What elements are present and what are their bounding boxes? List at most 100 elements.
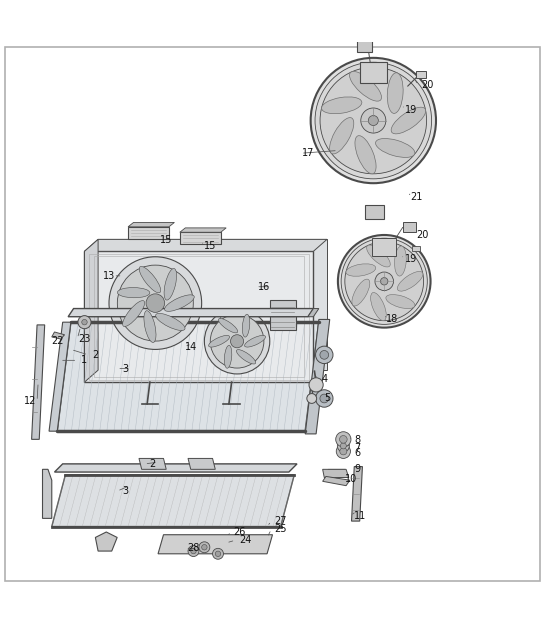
Bar [403, 222, 416, 232]
Ellipse shape [245, 335, 265, 347]
Bar [270, 300, 296, 330]
Circle shape [82, 320, 87, 325]
Ellipse shape [371, 293, 386, 321]
Text: 15: 15 [204, 241, 216, 251]
Text: 16: 16 [258, 282, 270, 292]
Polygon shape [352, 467, 362, 521]
Text: 5: 5 [324, 394, 330, 403]
Ellipse shape [164, 268, 177, 300]
Text: 7: 7 [354, 443, 360, 453]
Text: 24: 24 [239, 535, 251, 545]
Ellipse shape [322, 97, 362, 114]
Ellipse shape [123, 301, 144, 327]
Text: 2: 2 [149, 459, 156, 469]
Ellipse shape [139, 266, 161, 293]
Circle shape [320, 67, 427, 174]
Ellipse shape [144, 311, 156, 342]
Circle shape [375, 272, 393, 291]
Text: 8: 8 [354, 435, 360, 445]
Polygon shape [128, 227, 169, 239]
Circle shape [309, 378, 323, 392]
Polygon shape [158, 534, 272, 554]
Polygon shape [84, 251, 313, 382]
Ellipse shape [346, 264, 376, 276]
Text: 3: 3 [122, 486, 129, 496]
Bar [357, 40, 372, 52]
Circle shape [340, 443, 347, 449]
Text: 23: 23 [78, 333, 90, 344]
Circle shape [188, 546, 199, 556]
Polygon shape [180, 232, 221, 244]
Circle shape [307, 394, 317, 403]
Circle shape [199, 542, 210, 553]
Polygon shape [128, 222, 174, 227]
Text: 10: 10 [346, 474, 358, 484]
Ellipse shape [165, 295, 194, 311]
Circle shape [340, 448, 347, 455]
Polygon shape [84, 239, 98, 382]
Ellipse shape [225, 345, 232, 368]
Ellipse shape [219, 318, 238, 333]
Polygon shape [52, 332, 64, 339]
Circle shape [78, 316, 91, 328]
Polygon shape [308, 308, 319, 317]
Circle shape [315, 62, 432, 179]
Text: 6: 6 [354, 448, 360, 458]
Polygon shape [180, 228, 226, 232]
Ellipse shape [156, 313, 185, 330]
Ellipse shape [243, 314, 250, 337]
Circle shape [340, 436, 347, 443]
Circle shape [109, 257, 202, 349]
Text: 27: 27 [275, 516, 287, 526]
Circle shape [316, 390, 333, 407]
Circle shape [202, 544, 207, 550]
Circle shape [337, 440, 349, 452]
Polygon shape [98, 239, 327, 370]
Circle shape [368, 116, 378, 126]
Bar [365, 205, 384, 219]
Polygon shape [188, 458, 215, 469]
Polygon shape [305, 320, 330, 434]
Circle shape [380, 278, 388, 285]
Ellipse shape [386, 295, 415, 308]
Text: 28: 28 [187, 543, 199, 553]
Polygon shape [54, 464, 297, 472]
Text: 20: 20 [416, 230, 428, 240]
Bar [412, 246, 420, 251]
Circle shape [213, 548, 223, 560]
Polygon shape [84, 239, 327, 251]
Bar [360, 62, 387, 83]
Ellipse shape [237, 350, 256, 364]
Ellipse shape [391, 107, 426, 134]
Circle shape [338, 235, 431, 328]
Text: 2: 2 [92, 350, 99, 360]
Text: 13: 13 [103, 271, 115, 281]
Polygon shape [57, 322, 319, 431]
Bar [372, 239, 396, 256]
Polygon shape [32, 325, 45, 440]
Text: 21: 21 [411, 192, 423, 202]
Circle shape [320, 350, 329, 359]
Circle shape [316, 346, 333, 364]
Ellipse shape [376, 139, 415, 158]
Text: 20: 20 [422, 80, 434, 90]
Text: 26: 26 [234, 527, 246, 537]
Circle shape [146, 294, 165, 312]
Text: 17: 17 [302, 148, 314, 158]
Circle shape [361, 108, 386, 133]
Text: 9: 9 [354, 464, 360, 474]
Text: 18: 18 [386, 315, 398, 325]
Circle shape [320, 394, 329, 403]
Polygon shape [43, 469, 52, 518]
Ellipse shape [349, 72, 382, 101]
Ellipse shape [330, 117, 354, 154]
Circle shape [210, 315, 264, 368]
Circle shape [215, 551, 221, 556]
Bar [416, 72, 426, 78]
Ellipse shape [117, 288, 150, 298]
Text: 1: 1 [81, 355, 88, 365]
Circle shape [336, 431, 351, 447]
Circle shape [204, 308, 270, 374]
Ellipse shape [397, 271, 423, 291]
Text: 19: 19 [405, 254, 417, 264]
